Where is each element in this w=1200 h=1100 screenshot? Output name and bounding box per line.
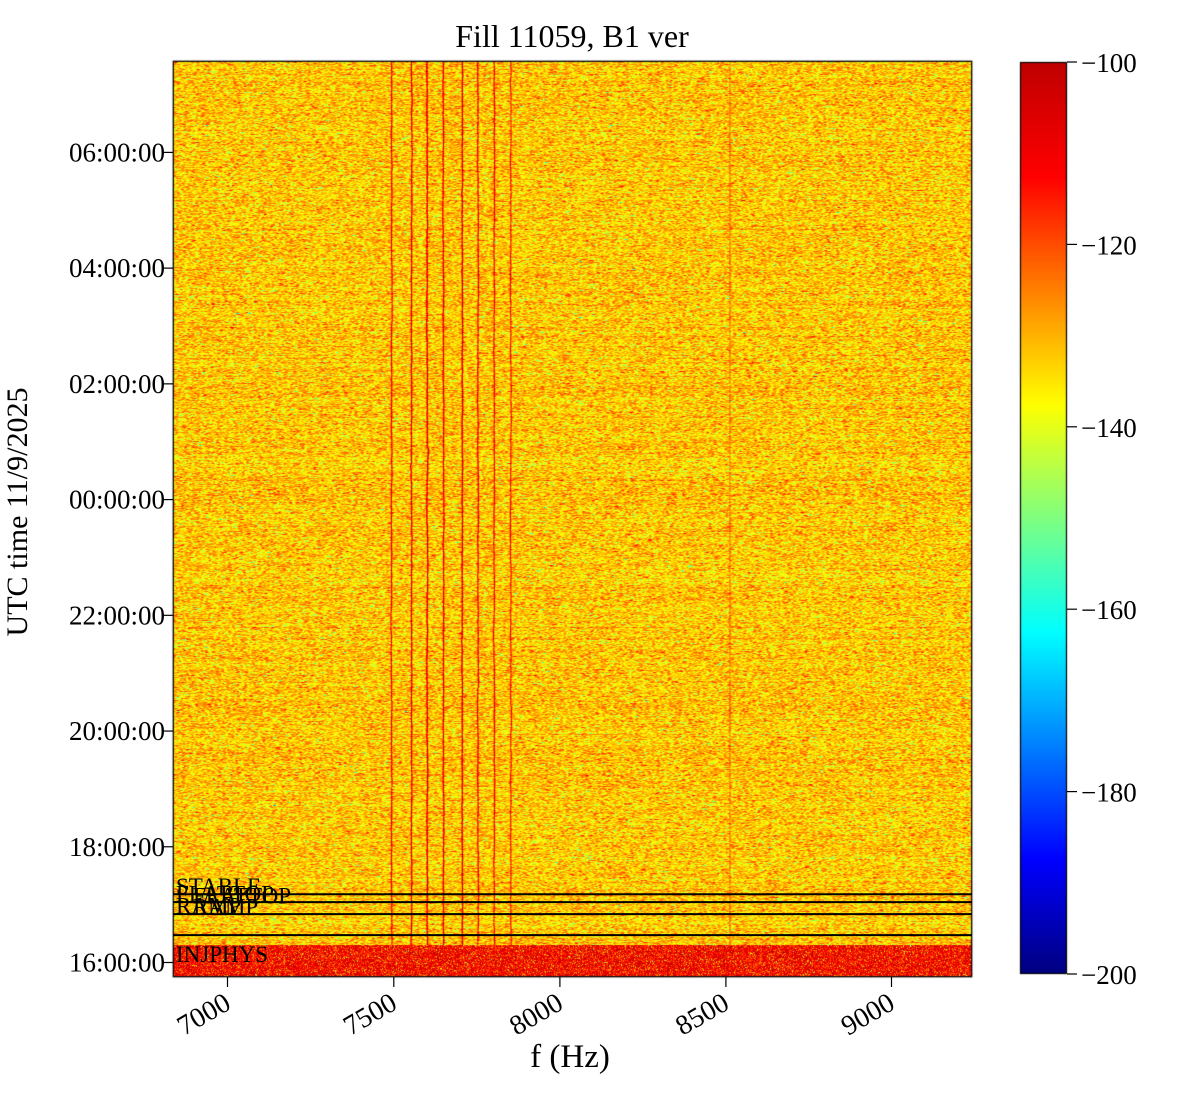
svg-text:00:00:00: 00:00:00 bbox=[69, 485, 165, 515]
svg-text:8000: 8000 bbox=[504, 987, 568, 1042]
svg-text:9000: 9000 bbox=[836, 987, 900, 1042]
svg-text:20:00:00: 20:00:00 bbox=[69, 716, 165, 746]
svg-text:UTC time 11/9/2025: UTC time 11/9/2025 bbox=[1, 388, 34, 637]
svg-text:−100: −100 bbox=[1081, 48, 1137, 78]
svg-text:8500: 8500 bbox=[670, 987, 734, 1042]
svg-text:16:00:00: 16:00:00 bbox=[69, 948, 165, 978]
svg-text:−160: −160 bbox=[1081, 595, 1137, 625]
svg-text:22:00:00: 22:00:00 bbox=[69, 600, 165, 630]
svg-text:RAMP: RAMP bbox=[193, 895, 258, 920]
svg-text:−200: −200 bbox=[1081, 960, 1137, 990]
svg-text:02:00:00: 02:00:00 bbox=[69, 369, 165, 399]
svg-text:18:00:00: 18:00:00 bbox=[69, 832, 165, 862]
svg-text:INJPHYS: INJPHYS bbox=[176, 942, 268, 967]
svg-text:7000: 7000 bbox=[172, 987, 236, 1042]
svg-text:f (Hz): f (Hz) bbox=[530, 1039, 610, 1075]
svg-text:−140: −140 bbox=[1081, 413, 1137, 443]
svg-text:−120: −120 bbox=[1081, 230, 1137, 260]
svg-text:−180: −180 bbox=[1081, 778, 1137, 808]
svg-text:7500: 7500 bbox=[338, 987, 402, 1042]
svg-text:04:00:00: 04:00:00 bbox=[69, 253, 165, 283]
svg-text:Fill 11059, B1 ver: Fill 11059, B1 ver bbox=[455, 18, 689, 54]
svg-text:06:00:00: 06:00:00 bbox=[69, 137, 165, 167]
